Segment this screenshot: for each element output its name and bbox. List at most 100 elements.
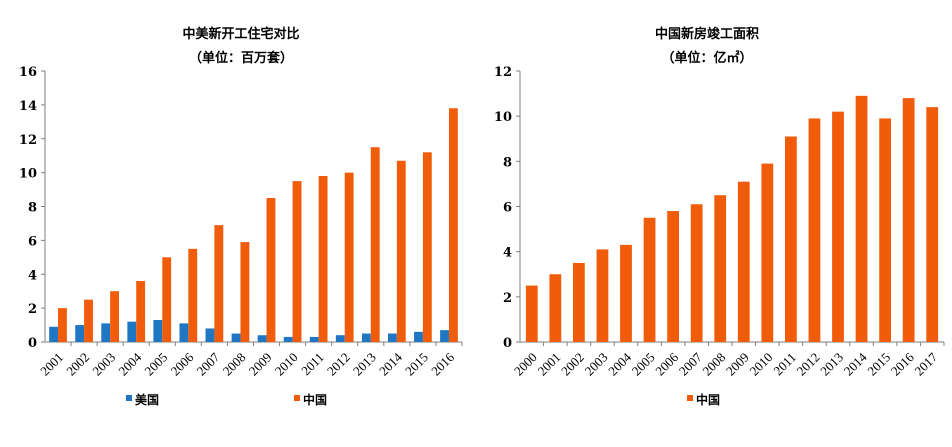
chart0-y-tick-label: 2 (28, 302, 37, 317)
chart0-bar-中国-2015 (422, 152, 432, 342)
chart0-bar-中国-2007 (214, 225, 224, 342)
chart1-y-tick-label: 2 (503, 291, 512, 306)
chart0-y-tick-label: 4 (28, 268, 37, 283)
chart1-bar-中国-2006 (667, 211, 679, 342)
chart0-y-tick-label: 14 (19, 99, 37, 114)
chart0-bar-美国-2016 (440, 330, 449, 342)
chart0-bar-中国-2014 (396, 160, 406, 342)
chart1-bar-中国-2012 (808, 118, 821, 342)
chart1-x-tick-label: 2010 (746, 350, 775, 379)
chart0-bar-中国-2005 (162, 257, 172, 342)
chart0-y-tick-label: 0 (28, 336, 37, 351)
chart0-bar-美国-2005 (153, 319, 163, 342)
chart1-bar-中国-2002 (573, 262, 585, 342)
chart0-bar-中国-2004 (136, 281, 146, 342)
chart0-bar-中国-2009 (266, 198, 276, 342)
chart1-bar-中国-2015 (879, 118, 891, 342)
chart1-bar-中国-2004 (620, 244, 632, 342)
chart1-x-tick-label: 2008 (699, 350, 728, 379)
chart0-bar-中国-2006 (188, 248, 198, 342)
chart1-bar-中国-2017 (926, 107, 939, 342)
chart0-x-tick-label: 2004 (115, 349, 144, 378)
chart0-y-tick-label: 8 (28, 201, 37, 216)
chart0-x-tick-label: 2009 (246, 350, 275, 379)
chart1-x-tick-label: 2002 (558, 350, 587, 379)
chart0-x-tick-label: 2006 (167, 349, 196, 378)
chart1-y-tick-label: 0 (503, 336, 512, 351)
chart1-y-tick-label: 12 (494, 65, 512, 80)
chart1-legend-label: 中国 (696, 392, 720, 407)
chart1-x-tick-label: 2014 (841, 349, 870, 378)
chart1-x-tick-label: 2000 (511, 350, 540, 379)
chart1-bar-中国-2003 (596, 249, 609, 342)
chart0-legend-label: 中国 (303, 392, 327, 407)
chart0-x-tick-label: 2005 (141, 350, 170, 379)
chart0-y-tick-label: 10 (19, 167, 37, 182)
chart1-bar-中国-2007 (690, 204, 703, 342)
chart0-x-tick-label: 2016 (428, 349, 457, 378)
chart1-x-tick-label: 2015 (864, 350, 893, 379)
chart0-bar-美国-2011 (309, 336, 319, 342)
chart1-x-tick-label: 2012 (794, 350, 823, 379)
chart1-bar-中国-2000 (525, 285, 538, 342)
chart0-bar-美国-2003 (101, 323, 111, 342)
chart0-bar-美国-2002 (75, 325, 85, 342)
chart0-x-tick-label: 2015 (402, 350, 431, 379)
chart1-x-tick-label: 2009 (723, 350, 752, 379)
chart1-x-tick-label: 2011 (770, 350, 799, 379)
chart1-bar-中国-2010 (761, 163, 774, 342)
chart1-bar-中国-2009 (737, 181, 750, 342)
chart0-bar-美国-2007 (205, 328, 215, 342)
chart0-x-tick-label: 2011 (298, 350, 327, 379)
chart0-y-tick-label: 6 (28, 234, 37, 249)
chart1-y-tick-label: 10 (494, 110, 512, 125)
chart0-bar-美国-2013 (361, 333, 371, 342)
chart0-bar-中国-2008 (240, 242, 250, 342)
chart0-bar-中国-2010 (292, 181, 302, 342)
chart1-x-tick-label: 2007 (676, 349, 705, 378)
chart-right-subtitle: （单位：亿㎡） (661, 50, 752, 66)
chart0-x-tick-label: 2010 (272, 350, 301, 379)
chart0-bar-美国-2014 (387, 333, 397, 342)
chart0-bar-美国-2006 (179, 323, 189, 342)
chart0-bar-中国-2016 (448, 108, 458, 342)
chart0-bar-美国-2015 (414, 331, 423, 342)
chart0-x-tick-label: 2008 (220, 350, 249, 379)
chart1-bar-中国-2001 (549, 274, 562, 342)
chart1-y-tick-label: 4 (503, 246, 512, 261)
chart0-legend-swatch (294, 395, 300, 401)
chart0-legend-swatch (126, 395, 132, 401)
chart0-x-tick-label: 2014 (376, 349, 405, 378)
chart1-x-tick-label: 2006 (652, 349, 681, 378)
chart1-x-tick-label: 2005 (629, 350, 658, 379)
chart0-bar-美国-2009 (257, 335, 267, 342)
chart1-x-tick-label: 2001 (534, 350, 563, 379)
chart0-bar-美国-2001 (49, 326, 59, 342)
chart-left-subtitle: （单位：百万套） (189, 50, 293, 66)
chart1-x-tick-label: 2004 (605, 349, 634, 378)
chart1-x-tick-label: 2017 (911, 349, 940, 378)
chart0-bar-中国-2002 (84, 299, 93, 342)
chart1-bar-中国-2014 (855, 95, 868, 342)
chart1-x-tick-label: 2003 (582, 350, 611, 379)
chart1-x-tick-label: 2013 (817, 350, 846, 379)
chart-right-title: 中国新房竣工面积 (655, 26, 759, 42)
chart0-bar-美国-2004 (127, 321, 137, 342)
chart1-legend-swatch (687, 395, 693, 401)
chart1-bar-中国-2008 (714, 195, 727, 342)
chart-left-title: 中美新开工住宅对比 (182, 26, 299, 42)
chart0-x-tick-label: 2001 (37, 350, 66, 379)
chart1-y-tick-label: 8 (503, 155, 512, 170)
chart0-bar-中国-2003 (110, 291, 120, 342)
chart1-x-tick-label: 2016 (888, 349, 917, 378)
chart1-bar-中国-2005 (643, 217, 656, 342)
chart0-y-tick-label: 16 (19, 65, 37, 80)
chart0-bar-美国-2010 (283, 336, 293, 342)
chart0-x-tick-label: 2013 (350, 350, 379, 379)
chart0-bar-中国-2001 (58, 308, 67, 342)
chart0-legend-label: 美国 (135, 392, 159, 407)
chart0-bar-美国-2008 (231, 333, 241, 342)
